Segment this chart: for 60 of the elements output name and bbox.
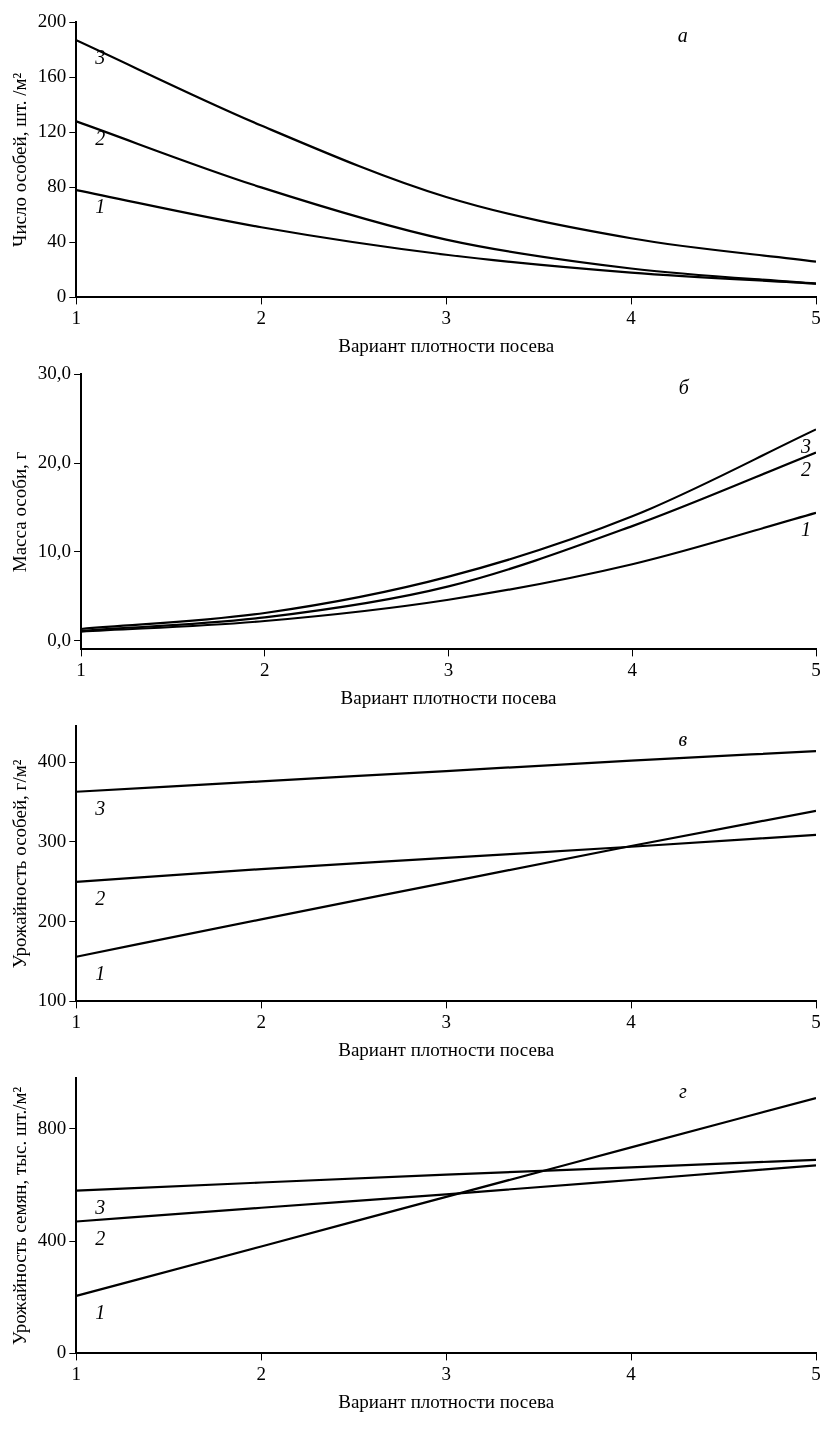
x-tick-label: 1 bbox=[76, 658, 86, 680]
x-tick-label: 4 bbox=[626, 1362, 637, 1384]
y-tick-label: 300 bbox=[37, 829, 67, 851]
x-tick-label: 4 bbox=[626, 306, 637, 328]
y-axis-title: Масса особи, г bbox=[9, 451, 31, 573]
x-tick-label: 5 bbox=[811, 1362, 821, 1384]
series-label: 2 bbox=[95, 126, 106, 149]
x-tick-label: 2 bbox=[256, 306, 266, 328]
y-tick-label: 30,0 bbox=[37, 362, 72, 384]
y-tick-label: 0 bbox=[56, 285, 67, 307]
x-tick-label: 3 bbox=[441, 1362, 451, 1384]
series-label: 3 bbox=[94, 797, 106, 820]
x-tick-label: 5 bbox=[811, 658, 821, 680]
series-label: 2 bbox=[95, 887, 106, 910]
annotation: а bbox=[677, 23, 688, 46]
y-tick-label: 800 bbox=[37, 1116, 67, 1138]
y-tick-label: 400 bbox=[37, 1229, 67, 1251]
x-tick-label: 1 bbox=[71, 1362, 82, 1384]
y-tick-label: 200 bbox=[37, 909, 67, 931]
x-tick-label: 3 bbox=[443, 658, 454, 680]
y-tick-label: 80 bbox=[47, 175, 67, 197]
y-axis-title: Урожайность семян, тыс. шт./м² bbox=[9, 1086, 31, 1345]
series-label: 3 bbox=[800, 434, 811, 457]
x-axis-title: Вариант плотности посева bbox=[340, 686, 557, 708]
x-axis-title: Вариант плотности посева bbox=[338, 1390, 555, 1412]
series-label: 3 bbox=[94, 1195, 106, 1218]
y-axis-title: Урожайность особей, г/м² bbox=[9, 759, 31, 969]
x-tick-label: 1 bbox=[71, 306, 82, 328]
annotation: г bbox=[678, 1079, 687, 1102]
series-label: 1 bbox=[95, 962, 106, 985]
x-tick-label: 2 bbox=[260, 658, 270, 680]
y-tick-label: 10,0 bbox=[37, 539, 72, 561]
annotation: в bbox=[678, 727, 688, 750]
series-label: 1 bbox=[95, 195, 106, 218]
series-label: 1 bbox=[801, 518, 811, 541]
y-axis-title: Число особей, шт. /м² bbox=[9, 72, 31, 247]
x-tick-label: 5 bbox=[811, 1010, 821, 1032]
y-tick-label: 40 bbox=[47, 230, 67, 252]
y-tick-label: 20,0 bbox=[37, 451, 72, 473]
y-tick-label: 200 bbox=[37, 10, 67, 32]
x-axis-title: Вариант плотности посева bbox=[338, 1038, 555, 1060]
x-tick-label: 2 bbox=[256, 1010, 266, 1032]
x-tick-label: 5 bbox=[811, 306, 821, 328]
x-tick-label: 1 bbox=[71, 1010, 82, 1032]
x-tick-label: 4 bbox=[626, 1010, 637, 1032]
y-tick-label: 120 bbox=[37, 120, 67, 142]
y-tick-label: 400 bbox=[37, 750, 67, 772]
x-tick-label: 3 bbox=[441, 1010, 451, 1032]
annotation: б bbox=[678, 375, 690, 398]
x-tick-label: 4 bbox=[627, 658, 638, 680]
x-tick-label: 3 bbox=[441, 306, 451, 328]
series-label: 2 bbox=[95, 1226, 106, 1249]
y-tick-label: 100 bbox=[37, 989, 67, 1011]
x-axis-title: Вариант плотности посева bbox=[338, 334, 555, 356]
y-tick-label: 160 bbox=[37, 65, 67, 87]
x-tick-label: 2 bbox=[256, 1362, 266, 1384]
series-label: 1 bbox=[95, 1301, 106, 1324]
y-tick-label: 0,0 bbox=[47, 628, 72, 650]
series-label: 2 bbox=[801, 457, 811, 480]
y-tick-label: 0 bbox=[56, 1341, 67, 1363]
